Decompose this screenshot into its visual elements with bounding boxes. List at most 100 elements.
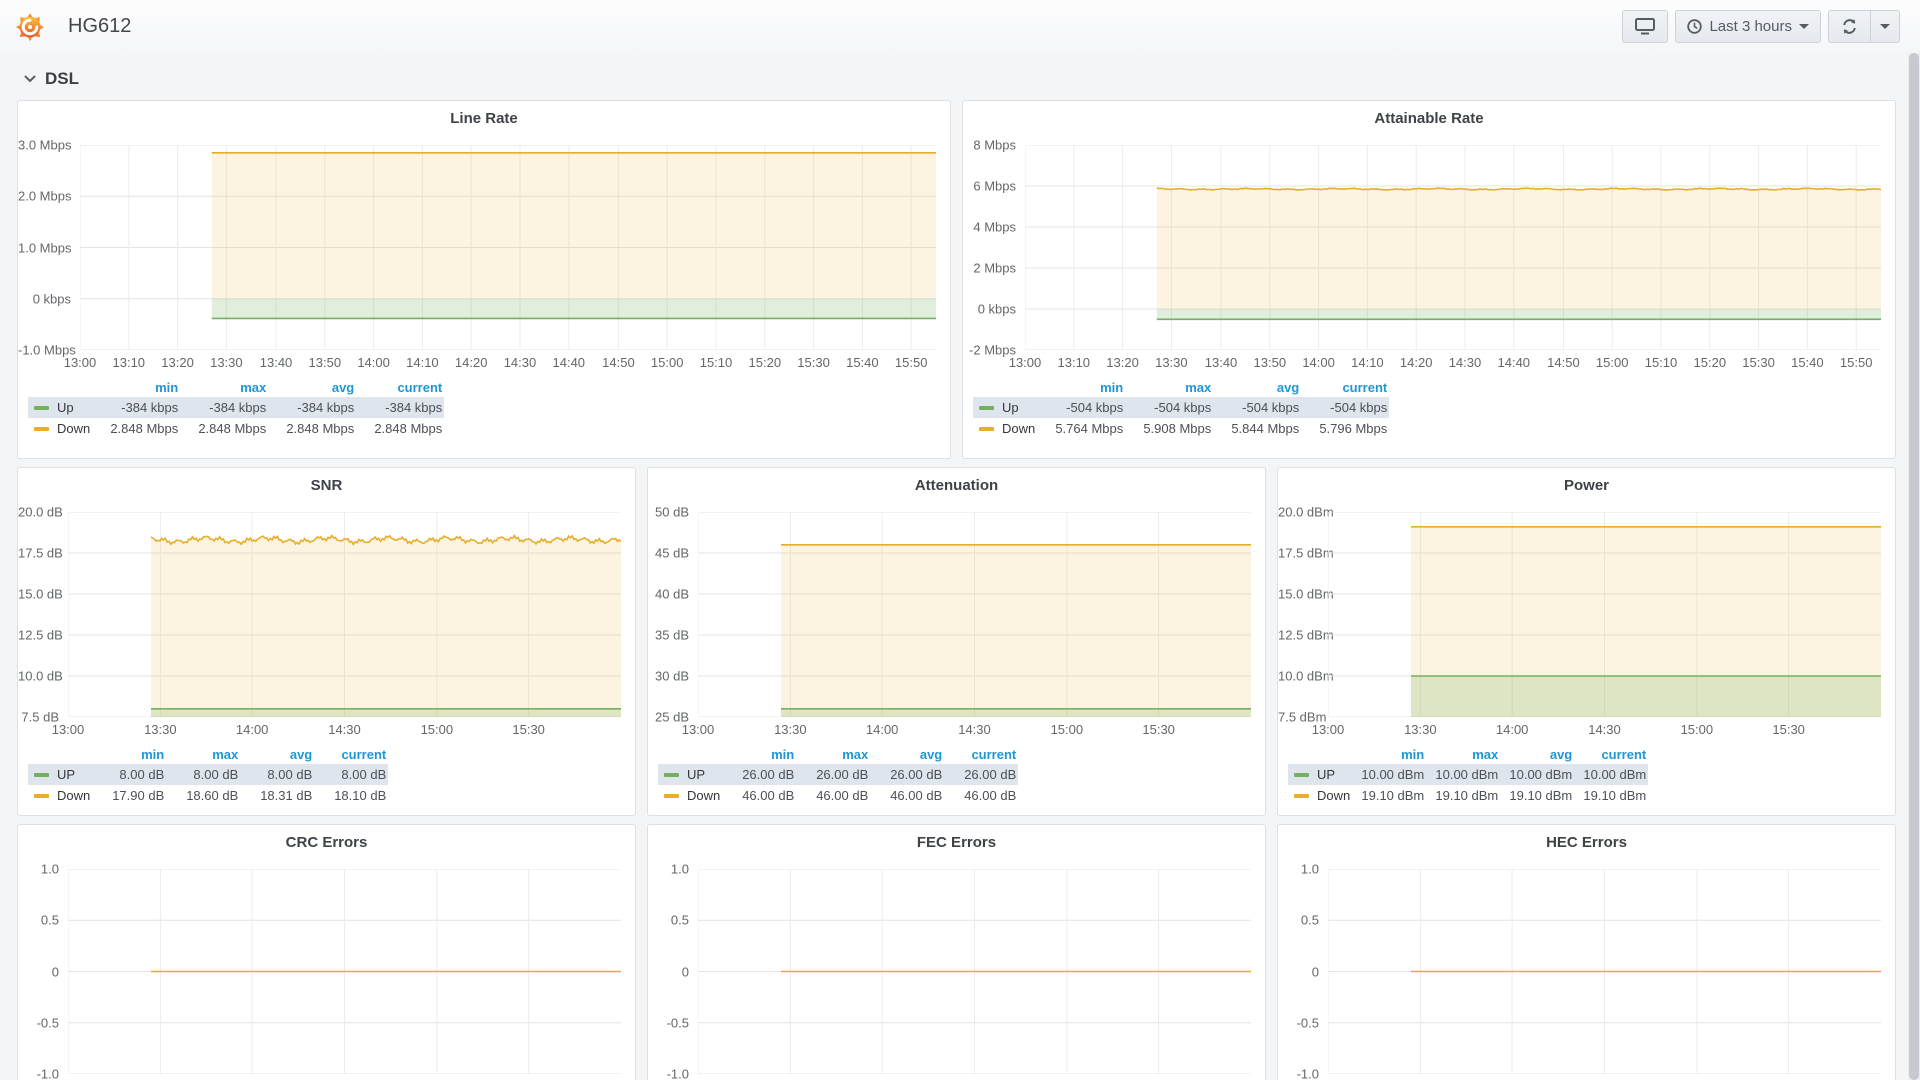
legend-header-current[interactable]: current xyxy=(1342,379,1388,395)
y-axis-label: -2 Mbps xyxy=(969,342,1016,358)
series-toggle-label[interactable]: Down xyxy=(57,788,91,803)
chevron-down-icon xyxy=(24,75,36,83)
x-axis-labels: 13:00 13:30 14:00 14:30 15:00 15:30 xyxy=(52,722,621,738)
page-scrollbar[interactable] xyxy=(1908,53,1920,1080)
tv-mode-button[interactable] xyxy=(1622,10,1669,43)
x-axis-label: 14:00 xyxy=(1302,355,1335,370)
x-axis-label: 14:50 xyxy=(602,355,635,370)
y-axis-label: 1.0 Mbps xyxy=(18,240,72,255)
legend-header-min[interactable]: min xyxy=(1401,746,1425,762)
legend-header-row: min max avg current xyxy=(658,744,1018,764)
dashboard-row-toggle-dsl[interactable]: DSL xyxy=(0,53,1920,100)
series-toggle-label[interactable]: UP xyxy=(1317,767,1336,782)
legend-table: min max avg current UP 8.00 dB 8.00 dB 8.00 dB 8… xyxy=(28,744,389,806)
panel-title[interactable]: Attenuation xyxy=(914,477,999,494)
y-axis-label: 1.0 xyxy=(670,861,689,877)
x-axis-label: 14:30 xyxy=(503,355,537,370)
legend-value: 26.00 dB xyxy=(964,767,1017,782)
x-axis-label: 14:20 xyxy=(1399,355,1433,370)
x-axis-label: 15:50 xyxy=(1839,355,1873,370)
legend-series-row: UP 26.00 dB 26.00 dB 26.00 dB 26.00 dB xyxy=(658,764,1019,785)
dashboard-title[interactable]: HG612 xyxy=(68,15,132,37)
refresh-icon xyxy=(1843,19,1856,34)
legend-header-max[interactable]: max xyxy=(1185,379,1212,395)
legend-header-avg[interactable]: avg xyxy=(919,746,943,762)
legend-header-min[interactable]: min xyxy=(1100,379,1124,395)
legend-header-current[interactable]: current xyxy=(1601,746,1647,762)
panel-title[interactable]: SNR xyxy=(310,477,343,494)
series-color-swatch-icon xyxy=(979,426,994,431)
refresh-button[interactable] xyxy=(1828,10,1871,43)
legend-header-max[interactable]: max xyxy=(212,746,239,762)
y-axis-label: 3.0 Mbps xyxy=(18,137,72,153)
chart-canvas[interactable] xyxy=(1328,512,1881,717)
legend-header-avg[interactable]: avg xyxy=(1549,746,1573,762)
y-axis-label: 12.5 dB xyxy=(18,627,63,643)
chart-canvas[interactable] xyxy=(1025,145,1881,350)
legend-header-current[interactable]: current xyxy=(971,746,1017,762)
y-axis-label: -1.0 xyxy=(36,1066,59,1080)
panel-title[interactable]: Attainable Rate xyxy=(1374,110,1484,127)
series-toggle-label[interactable]: Down xyxy=(687,788,721,803)
x-axis-label: 13:00 xyxy=(1008,355,1042,370)
series-toggle-label[interactable]: UP xyxy=(57,767,76,782)
panel-row: Line Rate 3.0 Mbps 2.0 Mbps 1.0 Mbps 0 kbps… xyxy=(17,100,1896,459)
legend-value: -384 kbps xyxy=(385,400,443,415)
series-color-swatch-icon xyxy=(34,426,49,431)
legend-header-max[interactable]: max xyxy=(240,379,267,395)
y-axis-label: 0.5 xyxy=(40,912,59,928)
panel-title[interactable]: Line Rate xyxy=(450,110,518,127)
series-toggle-label[interactable]: UP xyxy=(687,767,706,782)
x-axis-label: 13:30 xyxy=(1155,355,1188,370)
legend-value: 46.00 dB xyxy=(890,788,943,803)
scrollbar-thumb[interactable] xyxy=(1909,53,1919,1080)
chart-canvas[interactable] xyxy=(698,512,1251,717)
legend-header-avg[interactable]: avg xyxy=(331,379,355,395)
panel-row: SNR 20.0 dB 17.5 dB 15.0 dB 12.5 dB 10.0 dB 7… xyxy=(17,467,1896,816)
legend-series-row: Down 46.00 dB 46.00 dB 46.00 dB 46.00 dB xyxy=(658,785,1018,806)
time-range-picker[interactable]: Last 3 hours xyxy=(1675,10,1821,43)
chevron-down-icon xyxy=(1880,24,1890,29)
x-axis-label: 13:10 xyxy=(112,355,146,370)
chart-canvas[interactable] xyxy=(698,869,1251,1074)
chart-canvas[interactable] xyxy=(80,145,936,350)
x-axis-labels: 13:00 13:10 13:20 13:30 13:40 13:50 14:00 14:10… xyxy=(1009,355,1881,371)
y-axis-label: -1.0 xyxy=(666,1066,689,1080)
legend-header-min[interactable]: min xyxy=(141,746,165,762)
series-color-swatch-icon xyxy=(979,405,994,410)
y-axis-label: -0.5 xyxy=(666,1015,689,1031)
legend-series-row: Down 2.848 Mbps 2.848 Mbps 2.848 Mbps 2.848 … xyxy=(28,418,444,439)
series-color-swatch-icon xyxy=(664,793,679,798)
legend-series-row: Down 5.764 Mbps 5.908 Mbps 5.844 Mbps 5.796 … xyxy=(973,418,1389,439)
legend-header-max[interactable]: max xyxy=(1472,746,1499,762)
y-axis-label: 15.0 dBm xyxy=(1278,586,1334,602)
legend-header-avg[interactable]: avg xyxy=(289,746,313,762)
legend-header-max[interactable]: max xyxy=(842,746,869,762)
legend-header-current[interactable]: current xyxy=(341,746,387,762)
x-axis-label: 15:30 xyxy=(512,722,545,737)
legend-header-min[interactable]: min xyxy=(155,379,179,395)
refresh-interval-button[interactable] xyxy=(1871,10,1900,43)
x-axis-label: 15:30 xyxy=(1742,355,1775,370)
chart-panel: FEC Errors 1.0 0.5 0 -0.5 -1.0 xyxy=(647,824,1266,1080)
series-toggle-label[interactable]: Up xyxy=(57,400,74,415)
series-toggle-label[interactable]: Down xyxy=(57,421,91,436)
chart-canvas[interactable] xyxy=(68,512,621,717)
chart-canvas[interactable] xyxy=(68,869,621,1074)
y-axis-label: 0 xyxy=(1311,964,1319,979)
legend-header-current[interactable]: current xyxy=(397,379,443,395)
series-toggle-label[interactable]: Down xyxy=(1317,788,1351,803)
grafana-logo-icon[interactable] xyxy=(14,11,46,43)
panel-title[interactable]: HEC Errors xyxy=(1546,834,1627,851)
panel-title[interactable]: Power xyxy=(1563,477,1609,494)
y-axis-label: 25 dB xyxy=(655,709,689,725)
panel-title[interactable]: FEC Errors xyxy=(916,834,997,851)
panel-title[interactable]: CRC Errors xyxy=(285,834,368,851)
legend-header-avg[interactable]: avg xyxy=(1276,379,1300,395)
series-toggle-label[interactable]: Down xyxy=(1002,421,1036,436)
series-toggle-label[interactable]: Up xyxy=(1002,400,1019,415)
x-axis-label: 14:50 xyxy=(1547,355,1580,370)
chart-canvas[interactable] xyxy=(1328,869,1881,1074)
legend-header-min[interactable]: min xyxy=(771,746,795,762)
legend-value: 5.796 Mbps xyxy=(1319,421,1388,436)
